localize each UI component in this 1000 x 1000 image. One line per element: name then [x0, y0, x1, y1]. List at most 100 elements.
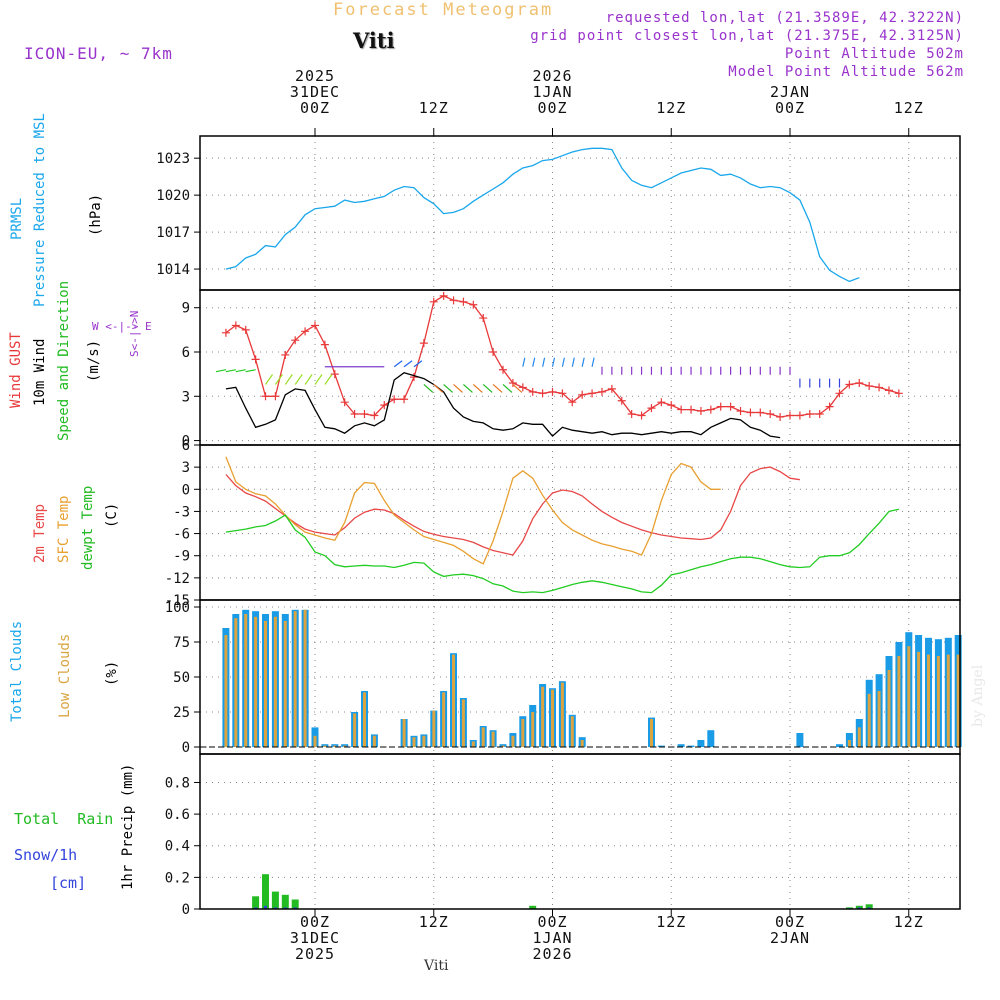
y-tick-label: 0.4 [165, 839, 190, 855]
wind-arrow [492, 384, 503, 393]
low-cloud-bar [313, 735, 317, 747]
wind-arrow [433, 384, 444, 393]
low-cloud-bar [551, 689, 554, 747]
wind-arrow [403, 360, 413, 368]
time-line: 31DEC [289, 929, 341, 947]
low-cloud-bar [511, 735, 515, 747]
wind-arrow [571, 357, 575, 367]
rain-bar [281, 894, 289, 909]
time-line: 00Z [299, 913, 331, 931]
low-cloud-bar [293, 611, 297, 747]
low-cloud-bar [491, 731, 495, 747]
low-cloud-bar [323, 745, 327, 747]
y-tick-label: 0 [182, 902, 190, 918]
total-rain-label: Total Rain [14, 810, 114, 828]
time-line: 2025 [294, 67, 336, 85]
total-cloud-bar [697, 740, 705, 747]
gust-marker [340, 398, 349, 407]
gust-marker [607, 384, 616, 393]
low-cloud-bar [897, 656, 901, 747]
y-tick-label: 0.2 [165, 870, 190, 886]
low-cloud-bar [333, 745, 337, 747]
gust-marker [548, 387, 557, 396]
gust-marker [597, 387, 606, 396]
time-top-label-2: 2026 1JAN 00Z [508, 68, 598, 116]
time-line: 00Z [299, 99, 331, 117]
time-bottom-label-0: 00Z 31DEC 2025 [270, 914, 360, 962]
snow-label: Snow/1h [14, 846, 78, 864]
snow-bar [867, 907, 871, 909]
time-line: 12Z [418, 99, 449, 117]
low-cloud-bar [234, 618, 238, 747]
wind-arrow [314, 374, 323, 385]
low-cloud-bar [887, 670, 891, 747]
gust-marker [499, 365, 508, 374]
gust-marker [736, 407, 745, 416]
time-line: 2026 [532, 67, 573, 85]
low-cloud-bar [343, 745, 347, 747]
wind-arrow [284, 374, 293, 385]
time-top-label-0: 2025 31DEC 00Z [270, 68, 360, 116]
y-tick-label: 3 [182, 460, 190, 476]
y-tick-label: 0.8 [165, 775, 190, 791]
gust-marker [320, 340, 329, 349]
snow-bar [264, 905, 267, 909]
gust-marker [231, 321, 240, 330]
time-line: 00Z [537, 913, 568, 931]
panel-frame [199, 135, 961, 291]
gust-marker [439, 291, 448, 300]
gust-marker [716, 402, 725, 411]
time-line: 12Z [418, 913, 449, 931]
time-line: 12Z [893, 913, 924, 931]
panel-frame [199, 753, 961, 910]
total-cloud-bar [707, 730, 715, 747]
gust-marker [508, 379, 517, 387]
low-cloud-bar [570, 716, 574, 747]
low-cloud-bar [867, 693, 871, 747]
gust-marker [518, 383, 527, 392]
gust-marker [617, 396, 626, 405]
snow-bar [254, 907, 258, 909]
gust-marker [726, 402, 735, 411]
time-bottom-label-5: 12Z [864, 914, 954, 930]
gust-marker [558, 389, 567, 398]
y-tick-label: 3 [182, 389, 190, 405]
gust-marker [835, 389, 844, 398]
series-dewpt-temp [225, 508, 900, 594]
gust-marker [350, 410, 359, 418]
wind-arrow [245, 369, 256, 373]
wind-arrow [551, 357, 556, 367]
low-cloud-bar [303, 609, 307, 747]
time-line: 2JAN [769, 83, 811, 101]
low-cloud-bar [560, 682, 564, 747]
low-cloud-bar [471, 741, 475, 747]
rain-bar [252, 896, 260, 909]
low-cloud-bar [224, 635, 228, 747]
snow-bar [283, 907, 287, 909]
low-cloud-bar [273, 616, 277, 747]
wind-arrow [453, 384, 463, 393]
gust-marker [627, 410, 636, 418]
y-tick-label: -12 [165, 571, 190, 587]
y-tick-label: 1020 [156, 188, 190, 204]
gust-marker [766, 410, 775, 418]
low-cloud-bar [946, 654, 950, 747]
gust-marker [311, 321, 319, 330]
low-cloud-bar [264, 621, 267, 747]
gust-marker [568, 398, 577, 407]
snow-bar [293, 907, 297, 909]
wind-arrow [294, 374, 303, 385]
wind-arrow [274, 374, 283, 385]
low-cloud-bar [857, 727, 861, 747]
station-name: Viti [353, 28, 395, 53]
gust-marker [696, 407, 705, 416]
wind-arrow [581, 357, 585, 367]
time-bottom-label-2: 00Z 1JAN 2026 [508, 914, 598, 962]
gust-marker [459, 297, 468, 306]
y-tick-label: 50 [173, 670, 190, 686]
gust-marker [795, 411, 804, 420]
low-cloud-bar [372, 735, 376, 747]
low-cloud-bar [363, 692, 366, 747]
gust-marker [479, 314, 488, 323]
wind-arrow [324, 374, 333, 385]
